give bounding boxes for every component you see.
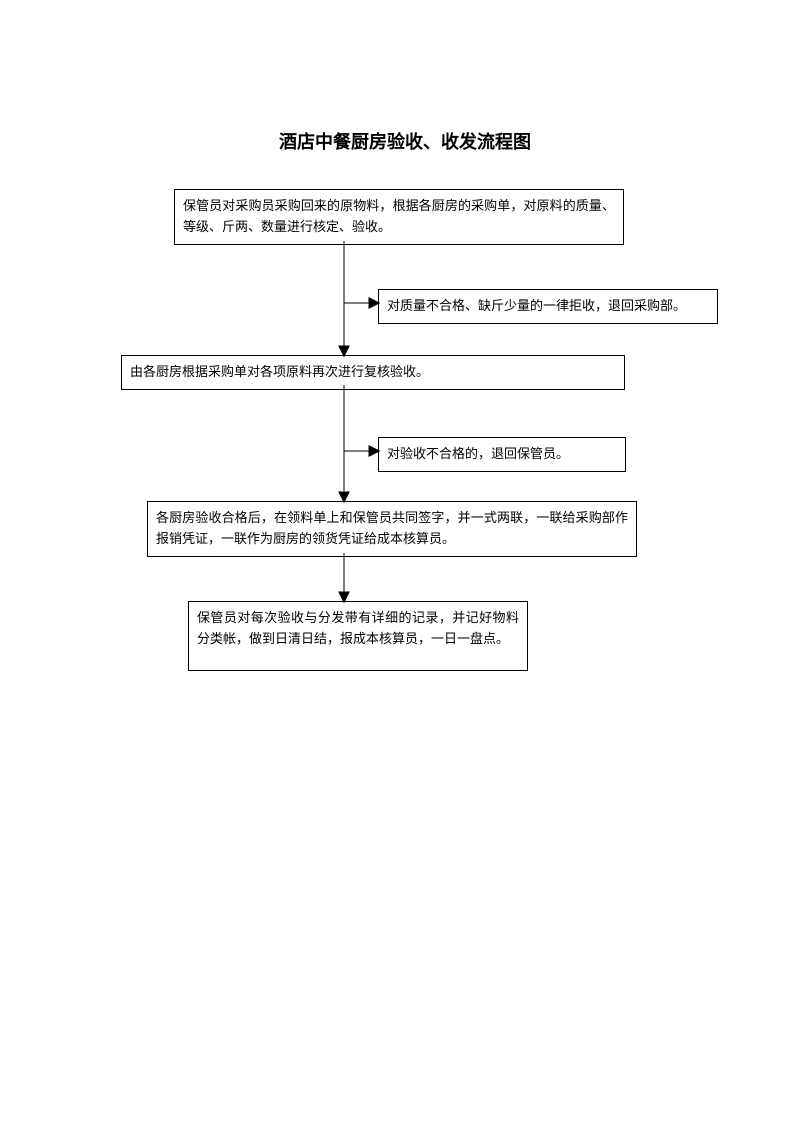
- flowchart-edges: [0, 0, 793, 1122]
